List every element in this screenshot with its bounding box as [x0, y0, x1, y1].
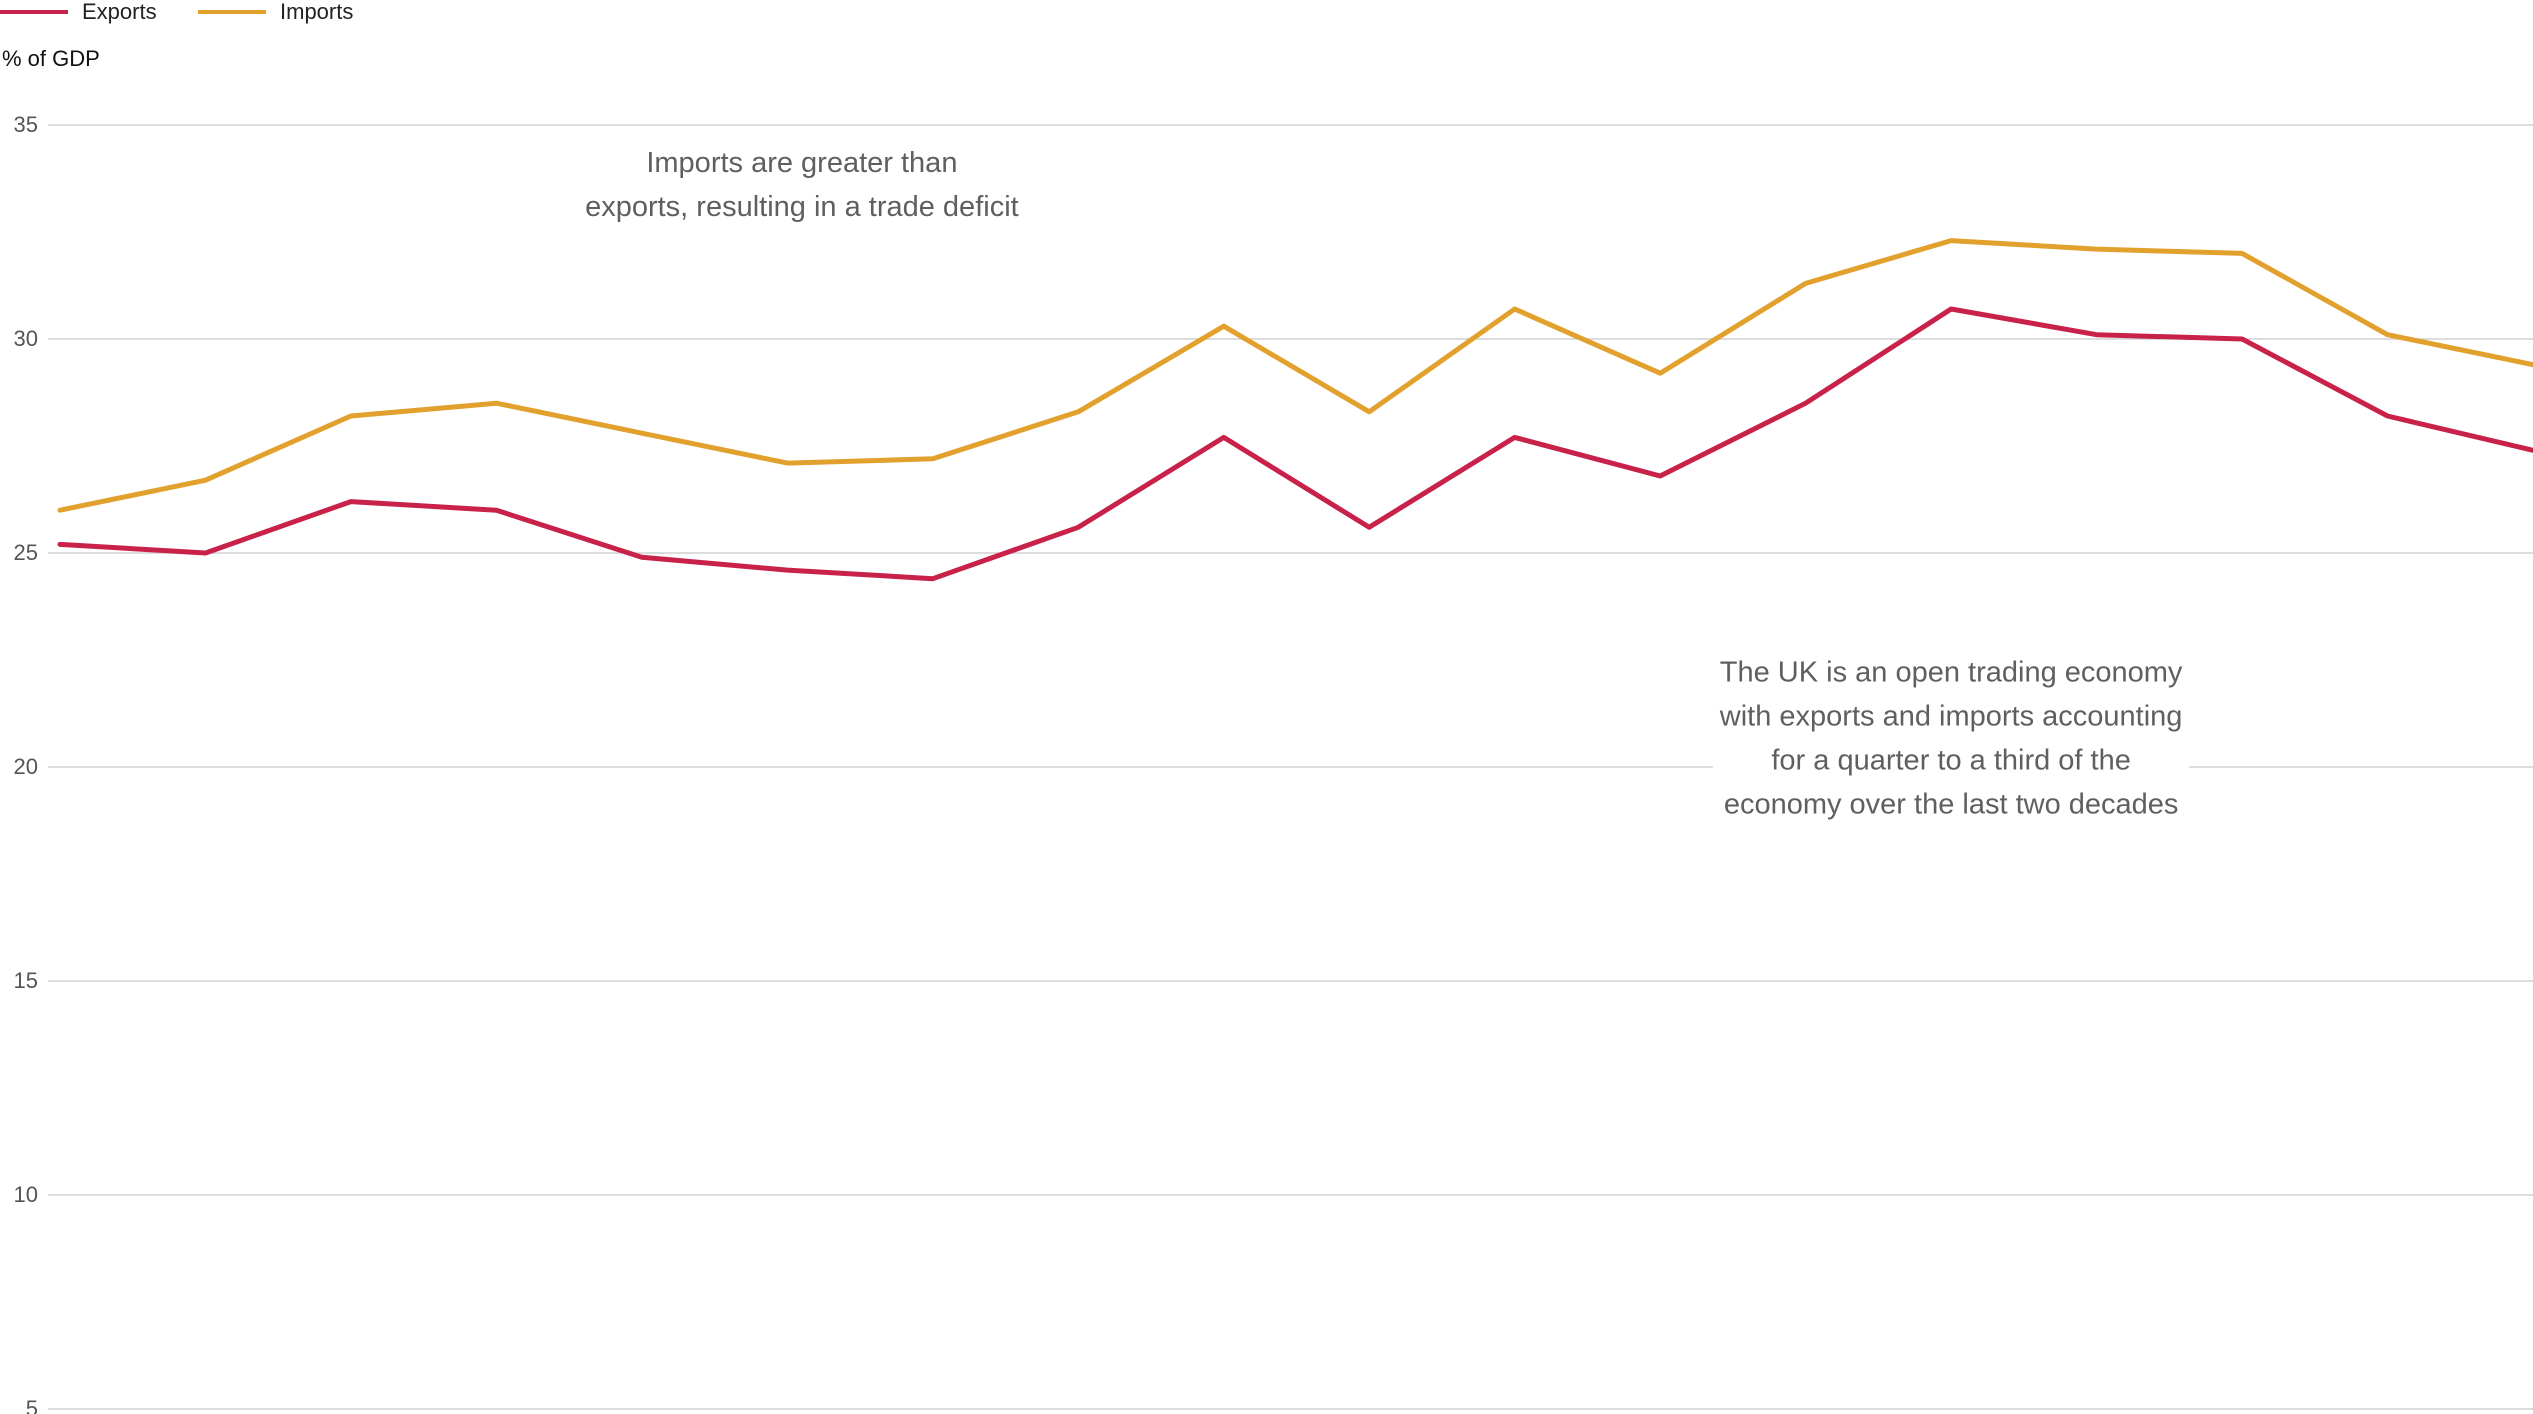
- y-tick-label-15: 15: [14, 968, 38, 993]
- open-economy-annotation-line-2: with exports and imports accounting: [1719, 700, 2183, 732]
- exports-point-6: [785, 568, 790, 573]
- open-economy-annotation-line-1: The UK is an open trading economy: [1720, 656, 2183, 688]
- open-economy-annotation-line-3: for a quarter to a third of the: [1771, 744, 2130, 776]
- exports-series-line: [57, 306, 2533, 582]
- y-tick-label-20: 20: [14, 754, 38, 779]
- exports-point-10: [1367, 525, 1372, 530]
- imports-point-17: [2385, 332, 2390, 337]
- imports-point-11: [1512, 307, 1517, 312]
- exports-point-7: [930, 576, 935, 581]
- imports-point-8: [1076, 409, 1081, 414]
- exports-point-17: [2385, 414, 2390, 419]
- y-tick-label-35: 35: [14, 112, 38, 137]
- legend: Exports Imports: [0, 0, 353, 24]
- deficit-annotation-line-2: exports, resulting in a trade deficit: [585, 191, 1019, 223]
- imports-point-1: [58, 508, 63, 513]
- exports-point-15: [2094, 332, 2099, 337]
- y-tick-label-10: 10: [14, 1182, 38, 1207]
- imports-point-10: [1367, 409, 1372, 414]
- imports-series-line: [57, 238, 2533, 513]
- legend-label-imports: Imports: [280, 0, 353, 24]
- open-economy-annotation: The UK is an open trading economy with ex…: [1712, 650, 2189, 827]
- exports-point-12: [1658, 473, 1663, 478]
- exports-point-13: [1803, 401, 1808, 406]
- imports-point-5: [639, 431, 644, 436]
- y-axis-tick-labels: 5 10 15 20 25 30 35: [14, 112, 38, 1414]
- imports-point-15: [2094, 247, 2099, 252]
- imports-point-16: [2240, 251, 2245, 256]
- legend-label-exports: Exports: [82, 0, 157, 24]
- y-axis-label: % of GDP: [2, 46, 100, 71]
- imports-point-13: [1803, 281, 1808, 286]
- imports-point-12: [1658, 371, 1663, 376]
- exports-point-3: [348, 499, 353, 504]
- imports-point-14: [1949, 238, 1954, 243]
- deficit-annotation-line-1: Imports are greater than: [646, 147, 957, 179]
- exports-point-11: [1512, 435, 1517, 440]
- exports-point-16: [2240, 337, 2245, 342]
- imports-point-7: [930, 456, 935, 461]
- gridlines: [48, 124, 2533, 1410]
- deficit-annotation-background: [579, 141, 1025, 230]
- imports-point-6: [785, 461, 790, 466]
- exports-point-5: [639, 555, 644, 560]
- open-economy-annotation-line-4: economy over the last two decades: [1724, 788, 2179, 820]
- imports-point-4: [494, 401, 499, 406]
- exports-point-4: [494, 508, 499, 513]
- imports-point-9: [1221, 324, 1226, 329]
- exports-point-9: [1221, 435, 1226, 440]
- legend-item-imports: Imports: [198, 0, 353, 24]
- open-economy-annotation-background: [1712, 650, 2189, 827]
- exports-point-1: [58, 542, 63, 547]
- deficit-annotation: Imports are greater than exports, resulti…: [579, 141, 1025, 230]
- exports-point-14: [1949, 307, 1954, 312]
- legend-item-exports: Exports: [0, 0, 157, 24]
- imports-point-3: [348, 414, 353, 419]
- series-lines: [57, 238, 2533, 582]
- y-tick-label-25: 25: [14, 540, 38, 565]
- annotations: Imports are greater than exports, resulti…: [579, 141, 2189, 827]
- exports-point-8: [1076, 525, 1081, 530]
- imports-point-2: [203, 478, 208, 483]
- y-tick-label-30: 30: [14, 326, 38, 351]
- exports-point-2: [203, 551, 208, 556]
- y-tick-label-5: 5: [26, 1396, 38, 1414]
